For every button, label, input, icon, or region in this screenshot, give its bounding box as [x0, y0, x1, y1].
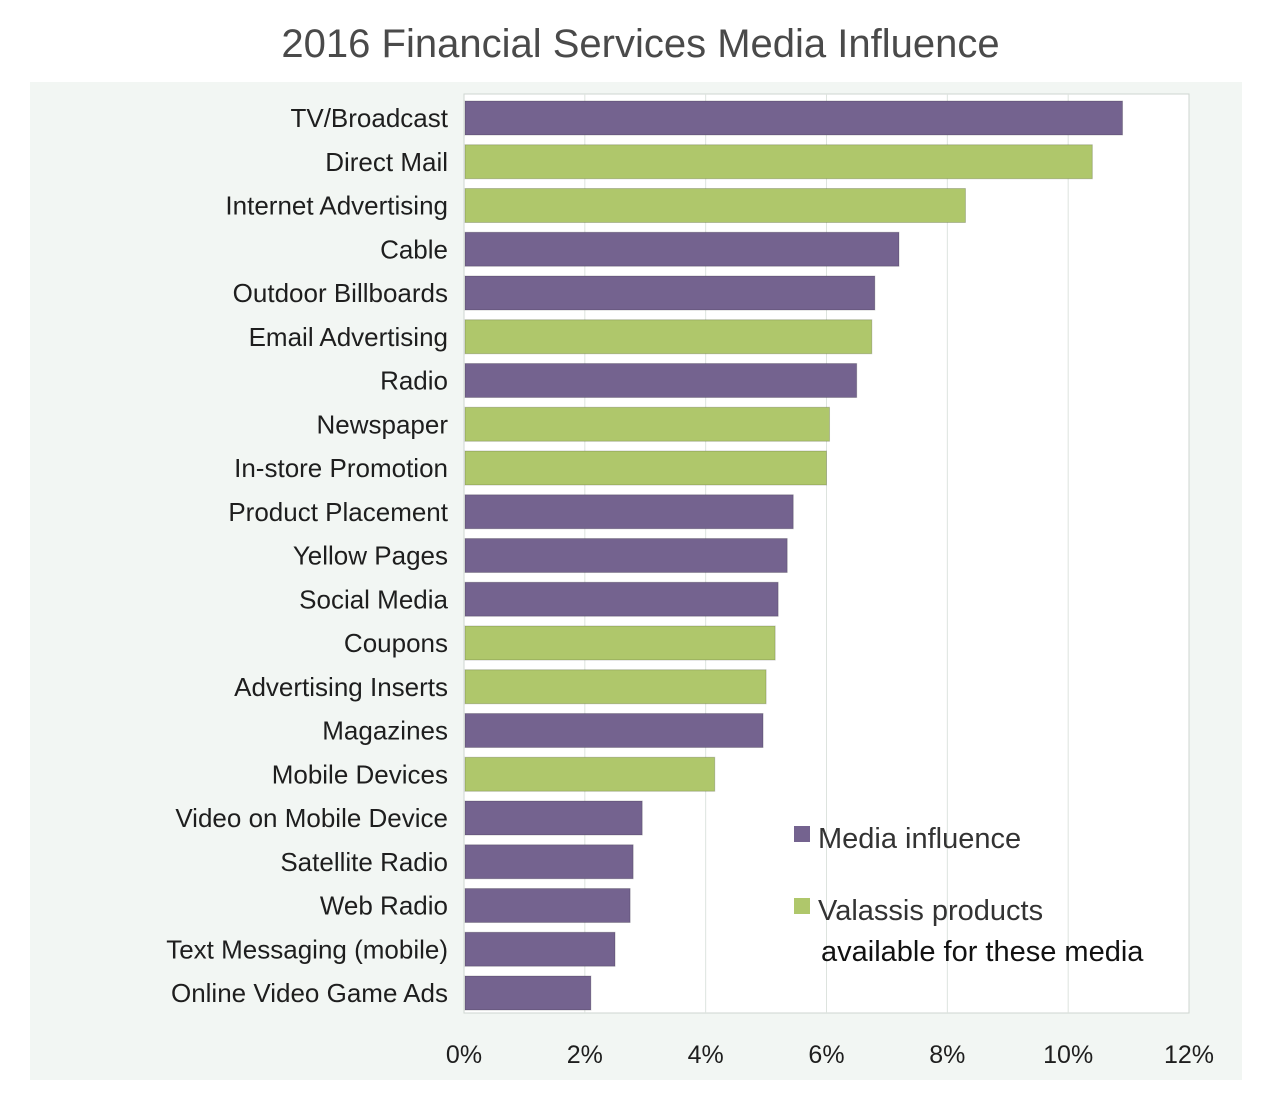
bar	[464, 494, 794, 530]
x-axis-ticks: 0% 2% 4% 6% 8% 10% 12%	[446, 1041, 1214, 1069]
x-tick-label: 8%	[929, 1041, 965, 1069]
bar	[464, 538, 788, 573]
x-tick-label: 2%	[567, 1041, 603, 1069]
bar	[464, 844, 634, 880]
bar	[464, 319, 873, 355]
bar	[464, 406, 831, 442]
bars	[464, 100, 1124, 1011]
category-label: Direct Mail	[325, 147, 448, 177]
chart-panel: TV/Broadcast Direct Mail Internet Advertis…	[30, 82, 1242, 1080]
x-tick-label: 12%	[1164, 1041, 1214, 1069]
category-label: TV/Broadcast	[290, 103, 448, 133]
bar	[464, 625, 776, 661]
category-label: Social Media	[299, 584, 448, 614]
category-label: Advertising Inserts	[234, 672, 448, 702]
legend-swatch	[794, 826, 810, 842]
bar	[464, 756, 716, 792]
x-tick-label: 4%	[688, 1041, 724, 1069]
category-label: Outdoor Billboards	[233, 278, 448, 308]
category-label: Cable	[380, 234, 448, 264]
category-label: Online Video Game Ads	[171, 978, 448, 1008]
bar	[464, 975, 592, 1011]
legend: Media influence Valassis products availabl…	[794, 823, 1144, 968]
category-label: In-store Promotion	[234, 453, 448, 483]
bar	[464, 188, 966, 223]
bar	[464, 931, 616, 967]
legend-label: available for these media	[821, 936, 1144, 968]
legend-swatch	[794, 898, 810, 914]
category-label: Web Radio	[320, 891, 448, 921]
category-label: Text Messaging (mobile)	[166, 934, 448, 964]
x-tick-label: 0%	[446, 1041, 482, 1069]
bar	[464, 713, 764, 748]
category-label: Mobile Devices	[272, 759, 448, 789]
bar	[464, 669, 767, 705]
bar	[464, 363, 858, 398]
category-label: Email Advertising	[249, 322, 448, 352]
bar	[464, 231, 900, 267]
category-label: Video on Mobile Device	[175, 803, 448, 833]
category-label: Magazines	[322, 716, 448, 746]
category-labels: TV/Broadcast Direct Mail Internet Advertis…	[166, 103, 449, 1008]
x-tick-label: 6%	[808, 1041, 844, 1069]
legend-label: Valassis products	[818, 895, 1043, 927]
bar	[464, 275, 876, 311]
bar	[464, 800, 643, 836]
chart-title: 2016 Financial Services Media Influence	[281, 22, 1000, 66]
bar-chart: TV/Broadcast Direct Mail Internet Advertis…	[166, 93, 1214, 1069]
category-label: Radio	[380, 366, 448, 396]
category-label: Yellow Pages	[293, 541, 448, 571]
bar	[464, 100, 1124, 136]
category-label: Satellite Radio	[280, 847, 448, 877]
bar	[464, 581, 779, 617]
bar	[464, 450, 827, 486]
category-label: Product Placement	[228, 497, 448, 527]
bar	[464, 888, 631, 923]
category-label: Internet Advertising	[225, 191, 448, 221]
bar	[464, 144, 1093, 180]
category-label: Newspaper	[316, 409, 448, 439]
legend-label: Media influence	[818, 823, 1021, 855]
category-label: Coupons	[344, 628, 448, 658]
x-tick-label: 10%	[1043, 1041, 1093, 1069]
